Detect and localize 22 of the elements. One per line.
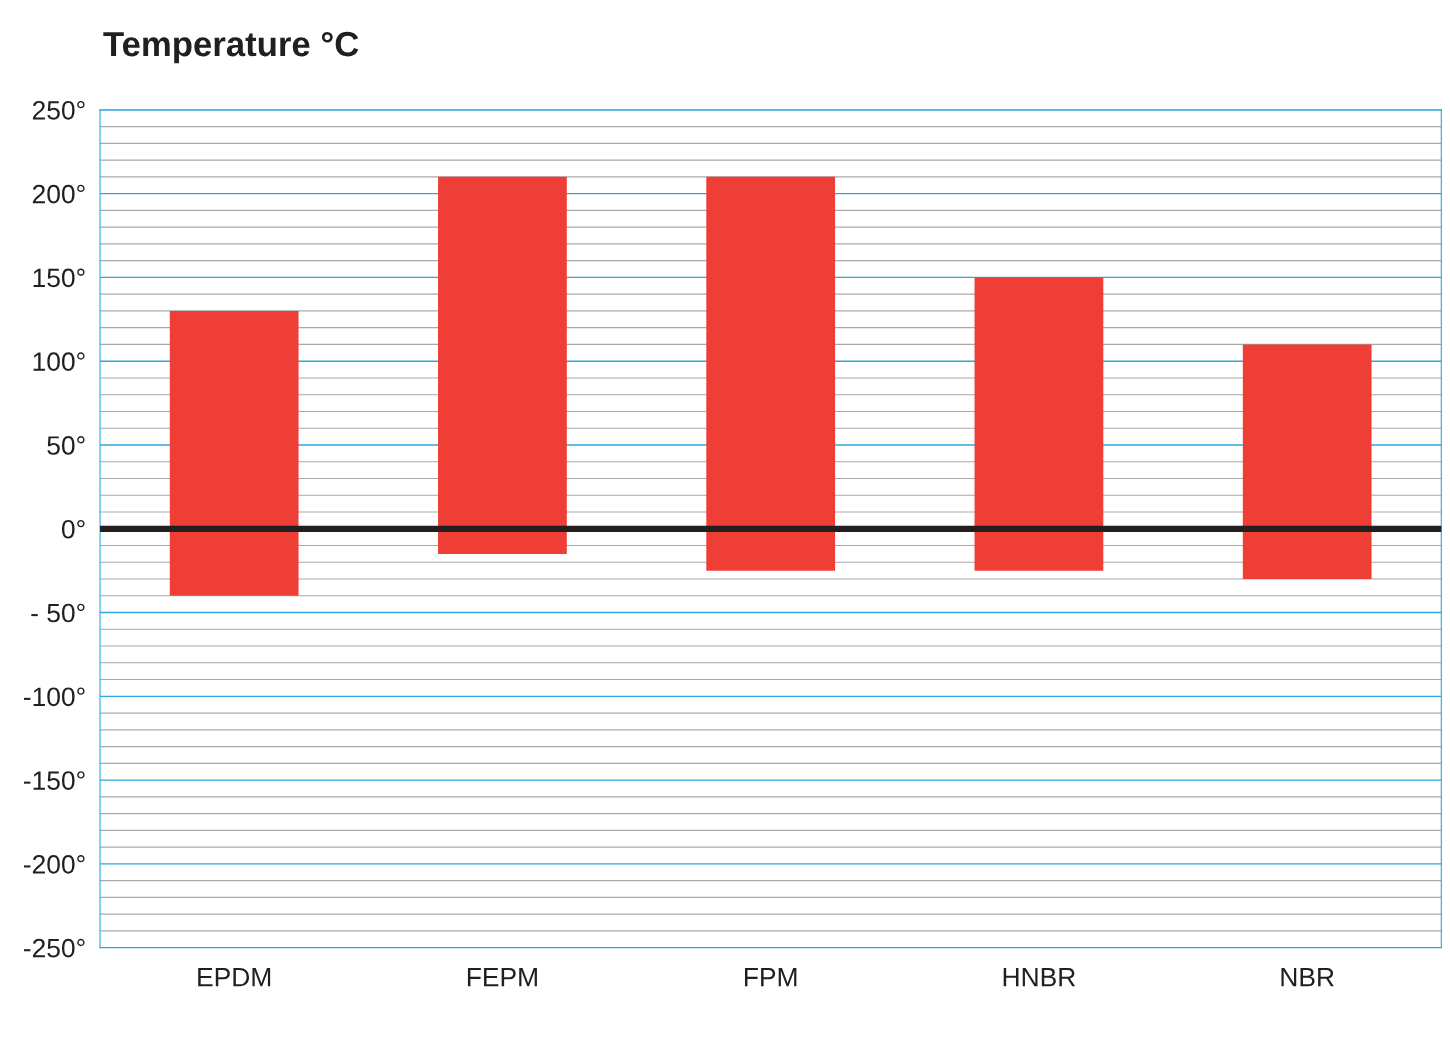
x-tick-label: HNBR xyxy=(1003,968,1076,987)
bar xyxy=(1242,344,1372,580)
y-tick-label: 0° xyxy=(61,519,85,539)
y-tick-label: 250° xyxy=(32,100,85,120)
x-tick-label: NBR xyxy=(1281,968,1334,987)
y-tick-label: 150° xyxy=(33,268,85,288)
bar xyxy=(438,176,567,554)
x-tick-label: EPDM xyxy=(198,968,271,987)
y-tick-label: -150° xyxy=(23,771,85,790)
y-tick-label: -200° xyxy=(23,855,85,874)
y-tick-label: 100° xyxy=(33,352,85,372)
x-tick-label: FEPM xyxy=(467,968,537,987)
y-tick-label: -250° xyxy=(23,938,85,958)
chart-title: Temperature °C xyxy=(103,31,359,64)
y-tick-label: - 50° xyxy=(31,603,85,623)
y-tick-label: -100° xyxy=(23,687,85,707)
bar xyxy=(169,310,299,596)
y-tick-label: 200° xyxy=(32,184,85,204)
bar xyxy=(706,176,836,571)
x-tick-label: FPM xyxy=(744,968,797,987)
bar xyxy=(974,277,1104,571)
y-tick-label: 50° xyxy=(47,436,85,455)
